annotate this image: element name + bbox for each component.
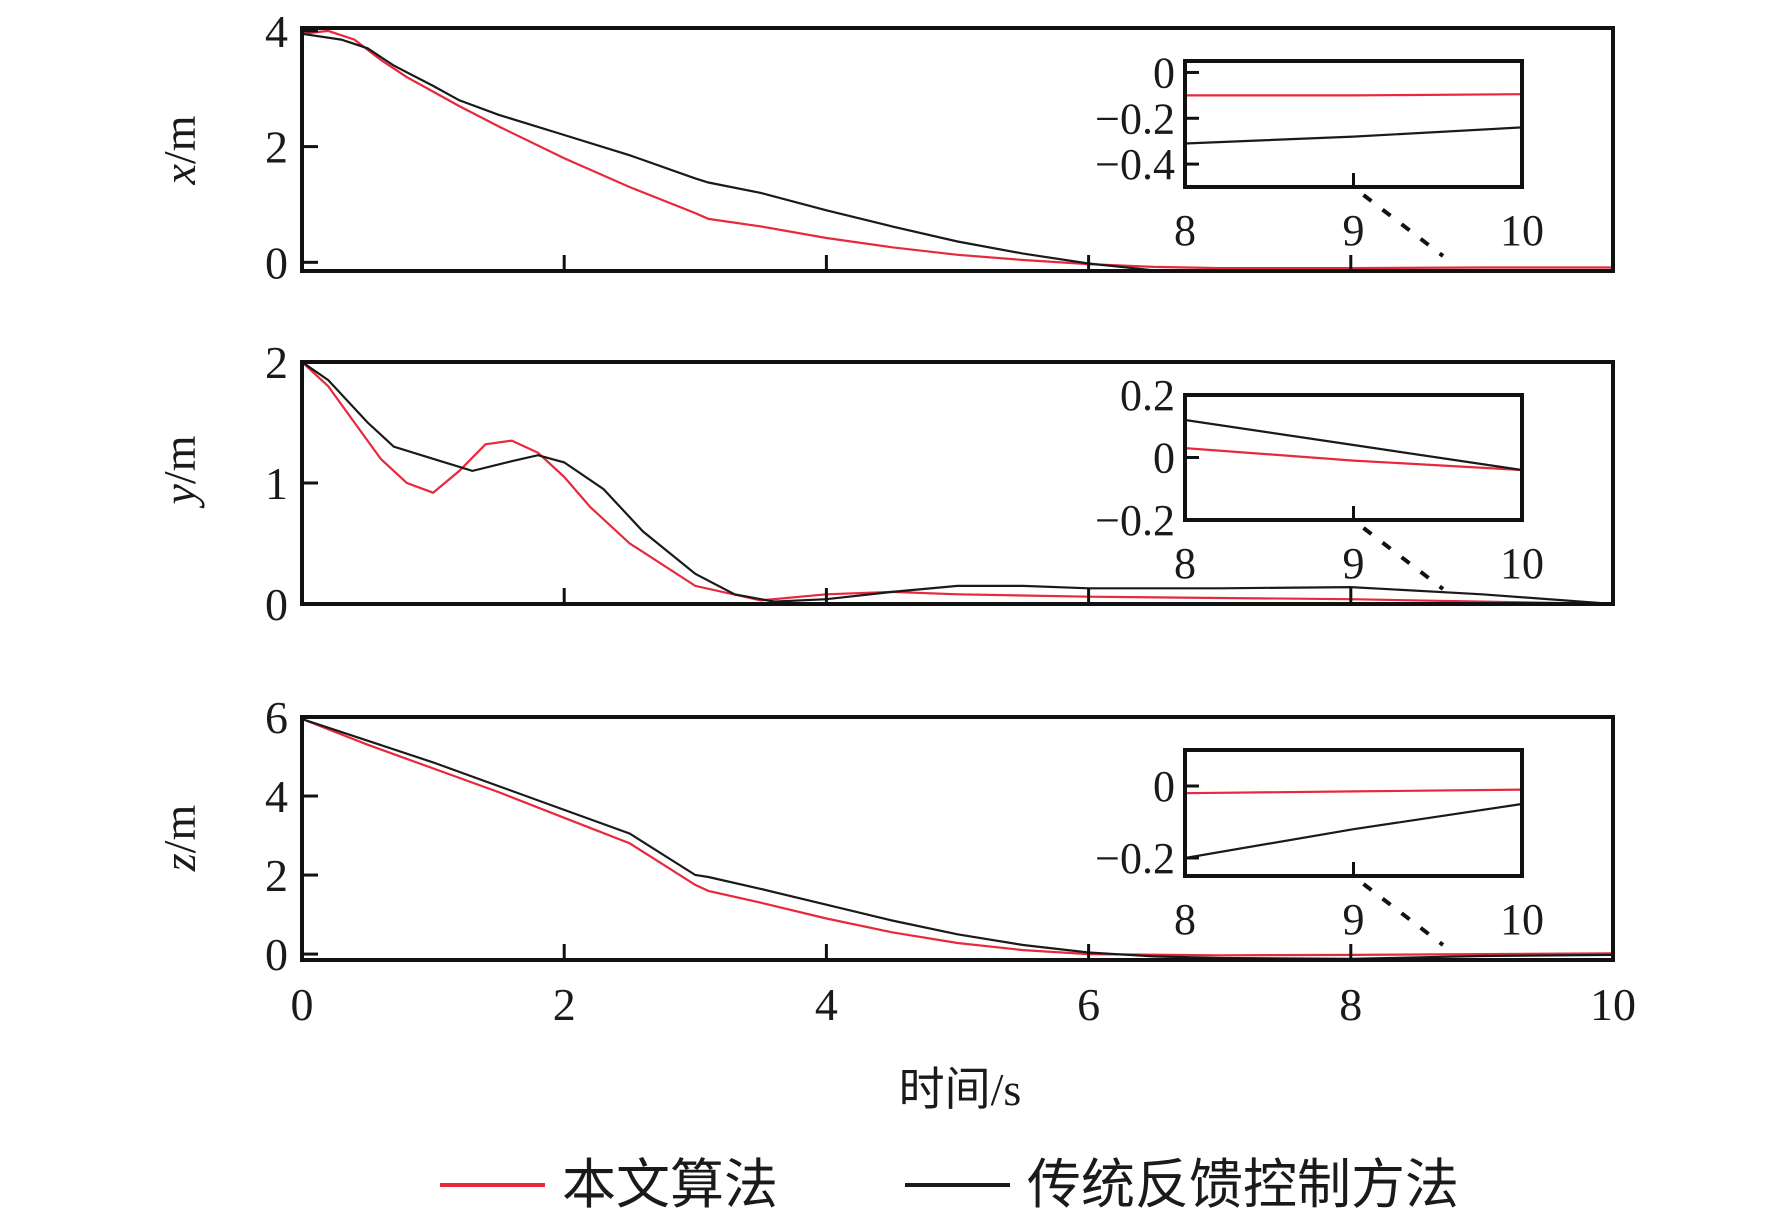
inset-z: 0 −0.2 8 9 10 bbox=[1095, 748, 1544, 947]
inset-x-tick-label: 8 bbox=[1174, 539, 1196, 588]
x-tick-label: 4 bbox=[815, 979, 838, 1030]
zoom-connector bbox=[1362, 193, 1445, 258]
legend-label-traditional: 传统反馈控制方法 bbox=[1027, 1153, 1459, 1214]
inset-x-tick-label: 8 bbox=[1174, 895, 1196, 944]
inset-y-tick-label: 0 bbox=[1153, 434, 1175, 483]
inset-line-traditional bbox=[1185, 418, 1522, 472]
x-tick-label: 0 bbox=[291, 979, 314, 1030]
legend: 本文算法 传统反馈控制方法 bbox=[440, 1153, 1459, 1214]
inset-background bbox=[1185, 395, 1522, 520]
y-tick-label: 0 bbox=[265, 579, 288, 630]
panel-z: 0 2 4 6 z/m 0 −0.2 8 9 10 bbox=[154, 692, 1615, 980]
y-tick-label: 2 bbox=[265, 850, 288, 901]
inset-x-tick-label: 10 bbox=[1500, 206, 1544, 255]
y-tick-label: 2 bbox=[265, 122, 288, 173]
axes-frame bbox=[300, 26, 1615, 273]
inset-x-tick-label: 10 bbox=[1500, 539, 1544, 588]
series-line-y-traditional bbox=[302, 362, 1613, 604]
y-tick-label: 2 bbox=[265, 337, 288, 388]
inset-x-tick-label: 9 bbox=[1343, 539, 1365, 588]
inset-line-proposed bbox=[1185, 93, 1522, 97]
inset-y-tick-label: 0 bbox=[1153, 762, 1175, 811]
zoom-connector bbox=[1362, 526, 1445, 591]
y-axis-label: z/m bbox=[154, 805, 205, 873]
x-tick-label: 8 bbox=[1339, 979, 1362, 1030]
inset-y-tick-label: 0 bbox=[1153, 48, 1175, 97]
x-tick-label: 10 bbox=[1590, 979, 1636, 1030]
y-axis-label: x/m bbox=[154, 115, 205, 185]
inset-x-tick-label: 9 bbox=[1343, 206, 1365, 255]
axes-frame bbox=[300, 715, 1615, 962]
inset-line-proposed bbox=[1185, 788, 1522, 795]
x-axis-title: 时间/s bbox=[899, 1064, 1022, 1115]
y-tick-label: 1 bbox=[265, 458, 288, 509]
y-tick-label: 0 bbox=[265, 237, 288, 288]
inset-line-proposed bbox=[1185, 447, 1522, 472]
inset-y-tick-label: −0.2 bbox=[1095, 496, 1175, 545]
inset-y-tick-label: 0.2 bbox=[1120, 371, 1175, 420]
y-tick-label: 4 bbox=[265, 6, 288, 57]
inset-y-tick-label: −0.2 bbox=[1095, 94, 1175, 143]
series-line-x-proposed bbox=[302, 29, 1613, 270]
series-line-z-proposed bbox=[302, 717, 1613, 957]
legend-label-proposed: 本文算法 bbox=[562, 1153, 778, 1214]
zoom-connector bbox=[1362, 882, 1445, 947]
y-tick-label: 6 bbox=[265, 692, 288, 743]
inset-line-traditional bbox=[1185, 802, 1522, 860]
inset-line-traditional bbox=[1185, 126, 1522, 145]
inset-x-tick-label: 8 bbox=[1174, 206, 1196, 255]
series-line-y-proposed bbox=[302, 362, 1613, 604]
y-tick-label: 0 bbox=[265, 929, 288, 980]
y-axis-label: y/m bbox=[154, 435, 205, 508]
y-tick-label: 4 bbox=[265, 771, 288, 822]
x-tick-label: 2 bbox=[553, 979, 576, 1030]
panel-y: 0 1 2 y/m 0.2 0 −0.28 9 10 bbox=[154, 337, 1615, 630]
inset-x: 0−0.2−0.4 8 9 10 bbox=[1095, 48, 1544, 258]
inset-y: 0.2 0 −0.28 9 10 bbox=[1095, 371, 1544, 591]
x-tick-label: 6 bbox=[1077, 979, 1100, 1030]
inset-y-tick-label: −0.4 bbox=[1095, 140, 1175, 189]
inset-x-tick-label: 10 bbox=[1500, 895, 1544, 944]
series-line-x-traditional bbox=[302, 32, 1178, 271]
inset-background bbox=[1185, 61, 1522, 187]
inset-y-tick-label: −0.2 bbox=[1095, 834, 1175, 883]
inset-x-tick-label: 9 bbox=[1343, 895, 1365, 944]
inset-background bbox=[1185, 750, 1522, 876]
